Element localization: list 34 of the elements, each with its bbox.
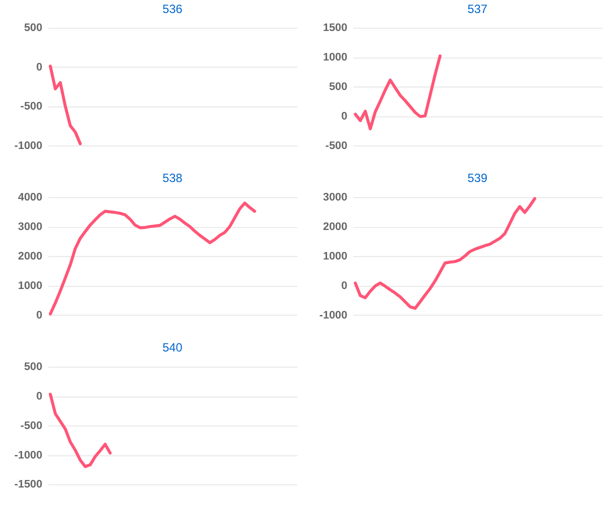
y-tick-label: 0: [341, 110, 348, 122]
y-tick-label: 1500: [322, 22, 348, 34]
line-series: [48, 202, 256, 316]
line-series: [48, 392, 112, 468]
y-tick-label: 1000: [322, 250, 348, 262]
chart-title: 538: [162, 171, 183, 186]
y-tick-label: 0: [341, 280, 348, 292]
y-tick-label: -1000: [319, 309, 348, 322]
y-tick-label: 0: [36, 309, 42, 322]
y-tick-label: 4000: [18, 192, 42, 204]
y-tick-label: 500: [24, 361, 42, 374]
line-series: [48, 64, 82, 146]
y-tick-label: 1000: [18, 280, 42, 292]
y-tick-label: 3000: [322, 192, 348, 204]
y-tick-label: -500: [20, 420, 42, 432]
y-tick-label: 0: [36, 61, 42, 74]
chart-title: 540: [162, 340, 183, 355]
line-series: [354, 54, 442, 130]
chart-title: 536: [162, 2, 183, 16]
y-tick-label: 1000: [322, 52, 348, 64]
y-tick-label: 500: [329, 81, 348, 94]
y-tick-label: -1000: [14, 449, 42, 462]
y-tick-label: 0: [36, 390, 42, 402]
y-tick-label: 2000: [18, 250, 42, 262]
chart-title: 537: [467, 2, 488, 16]
y-tick-label: -1000: [14, 140, 42, 152]
y-tick-label: -500: [325, 140, 348, 152]
y-tick-label: 3000: [18, 221, 42, 234]
y-tick-label: 500: [24, 22, 42, 34]
y-tick-label: 2000: [322, 221, 348, 234]
y-tick-label: -1500: [14, 478, 42, 491]
line-series: [354, 197, 536, 310]
chart-title: 539: [467, 171, 488, 186]
y-tick-label: -500: [20, 100, 42, 113]
